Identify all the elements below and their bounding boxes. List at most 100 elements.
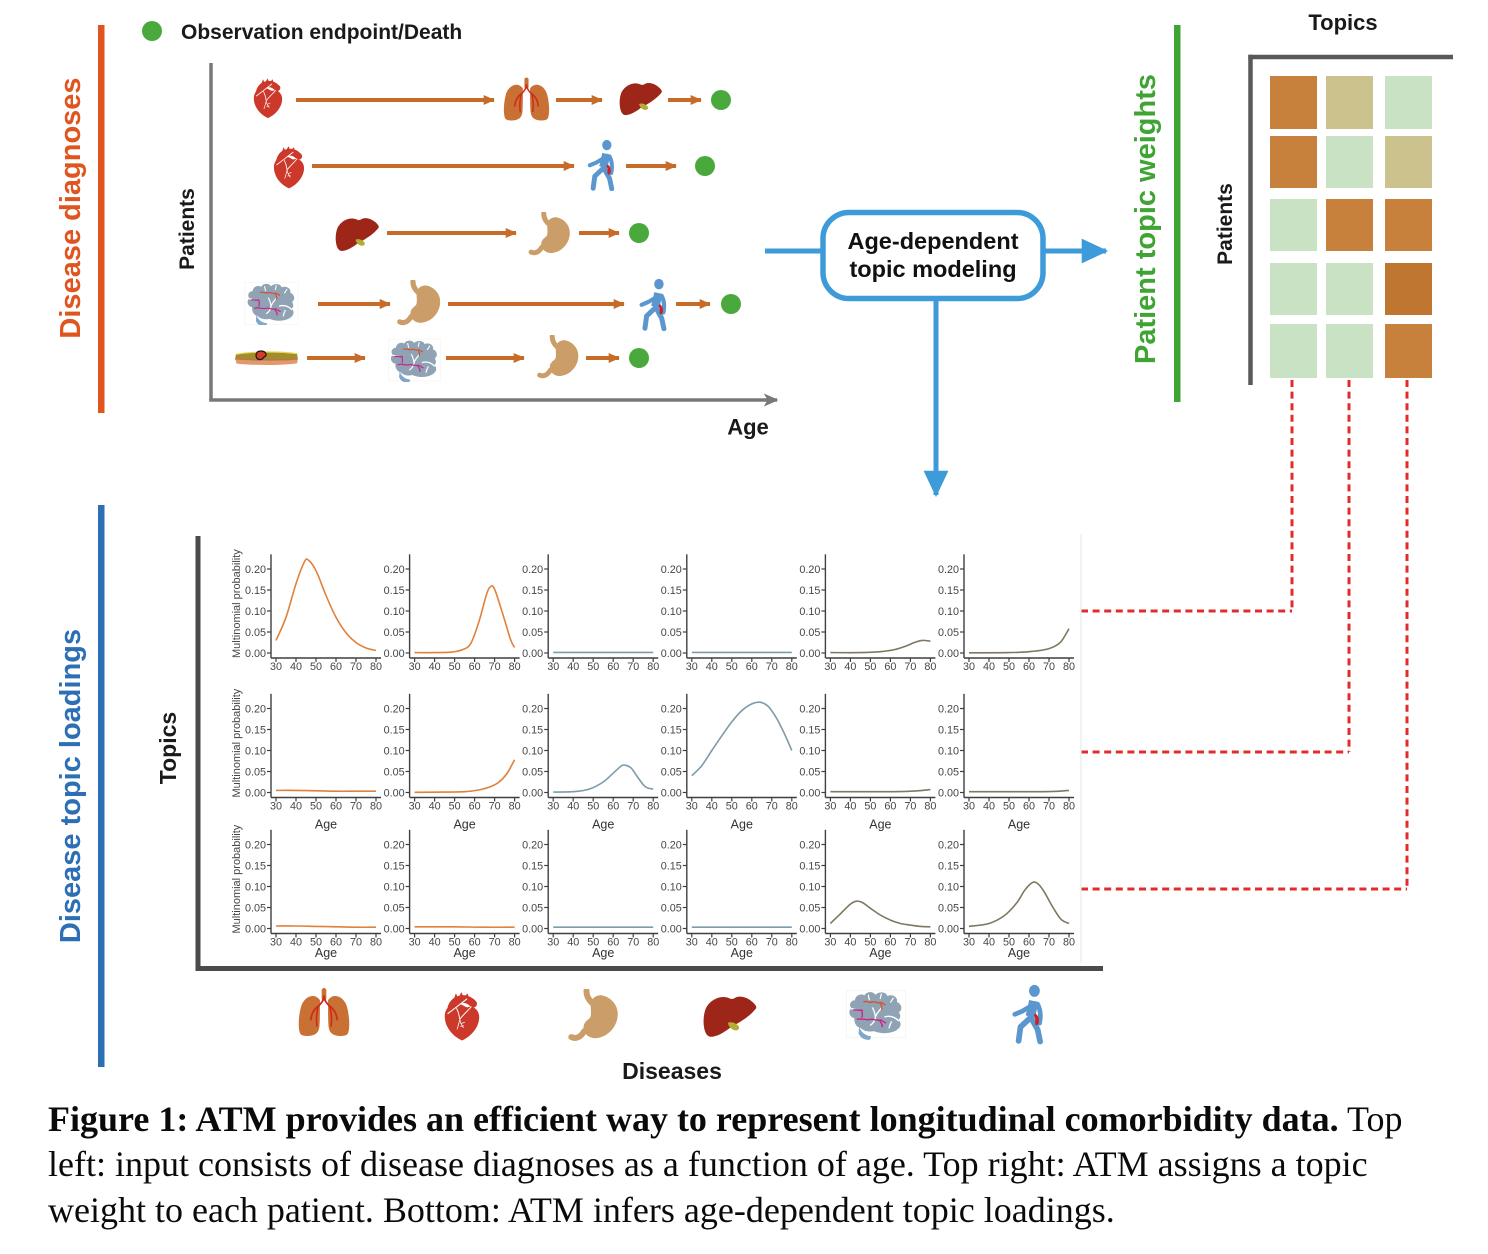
svg-text:0.15: 0.15	[938, 724, 959, 736]
svg-text:0.20: 0.20	[799, 703, 820, 715]
svg-text:60: 60	[746, 801, 758, 813]
svg-text:70: 70	[627, 937, 639, 949]
svg-text:0.15: 0.15	[522, 724, 543, 736]
svg-text:80: 80	[924, 661, 936, 673]
svg-text:30: 30	[686, 937, 698, 949]
svg-text:0.00: 0.00	[661, 787, 682, 799]
svg-text:40: 40	[844, 937, 856, 949]
svg-text:Age: Age	[869, 946, 891, 960]
svg-text:60: 60	[746, 937, 758, 949]
svg-text:0.00: 0.00	[384, 923, 405, 935]
svg-text:0.05: 0.05	[938, 627, 959, 639]
svg-text:70: 70	[904, 937, 916, 949]
svg-text:0.00: 0.00	[799, 787, 820, 799]
svg-text:0.20: 0.20	[938, 839, 959, 851]
svg-text:0.20: 0.20	[522, 703, 543, 715]
svg-text:60: 60	[330, 661, 342, 673]
svg-text:50: 50	[726, 661, 738, 673]
svg-text:0.20: 0.20	[384, 564, 405, 576]
svg-text:0.15: 0.15	[661, 860, 682, 872]
svg-text:80: 80	[786, 801, 798, 813]
svg-text:0.20: 0.20	[522, 839, 543, 851]
svg-text:Patient topic weights: Patient topic weights	[1130, 74, 1162, 364]
svg-text:0.15: 0.15	[384, 585, 405, 597]
svg-text:0.10: 0.10	[938, 881, 959, 893]
svg-text:0.10: 0.10	[799, 881, 820, 893]
svg-text:Multinomial probability: Multinomial probability	[231, 688, 243, 797]
svg-text:0.20: 0.20	[661, 703, 682, 715]
svg-text:80: 80	[924, 801, 936, 813]
svg-text:0.20: 0.20	[245, 839, 266, 851]
svg-text:50: 50	[310, 937, 322, 949]
svg-text:30: 30	[409, 801, 421, 813]
svg-text:60: 60	[1023, 801, 1035, 813]
svg-text:30: 30	[547, 801, 559, 813]
svg-text:40: 40	[706, 937, 718, 949]
svg-text:40: 40	[429, 661, 441, 673]
svg-text:Multinomial probability: Multinomial probability	[231, 549, 243, 658]
svg-text:Diseases: Diseases	[622, 1058, 722, 1084]
svg-text:40: 40	[706, 801, 718, 813]
svg-text:50: 50	[1003, 661, 1015, 673]
svg-text:Age: Age	[315, 946, 337, 960]
svg-text:60: 60	[469, 661, 481, 673]
svg-text:60: 60	[1023, 937, 1035, 949]
svg-text:0.00: 0.00	[384, 787, 405, 799]
svg-text:80: 80	[1063, 661, 1075, 673]
svg-text:40: 40	[844, 661, 856, 673]
svg-text:Age: Age	[592, 946, 614, 960]
svg-text:0.05: 0.05	[938, 766, 959, 778]
svg-text:0.00: 0.00	[245, 648, 266, 660]
svg-text:0.10: 0.10	[938, 745, 959, 757]
svg-text:30: 30	[963, 801, 975, 813]
svg-text:40: 40	[567, 937, 579, 949]
svg-text:80: 80	[370, 937, 382, 949]
svg-text:30: 30	[686, 801, 698, 813]
svg-text:0.00: 0.00	[384, 648, 405, 660]
svg-text:0.10: 0.10	[522, 745, 543, 757]
svg-text:0.05: 0.05	[245, 627, 266, 639]
svg-text:Age: Age	[731, 818, 753, 832]
svg-text:30: 30	[824, 661, 836, 673]
svg-text:0.05: 0.05	[799, 627, 820, 639]
svg-text:Topics: Topics	[1308, 10, 1377, 35]
svg-text:0.10: 0.10	[938, 606, 959, 618]
svg-text:Disease topic loadings: Disease topic loadings	[55, 629, 87, 943]
svg-text:70: 70	[350, 801, 362, 813]
svg-text:Age: Age	[1008, 946, 1030, 960]
svg-text:0.10: 0.10	[384, 606, 405, 618]
svg-text:70: 70	[904, 801, 916, 813]
svg-text:Age: Age	[731, 946, 753, 960]
svg-text:0.20: 0.20	[661, 839, 682, 851]
svg-text:60: 60	[469, 937, 481, 949]
svg-text:70: 70	[350, 937, 362, 949]
svg-text:0.05: 0.05	[384, 766, 405, 778]
svg-text:0.10: 0.10	[799, 745, 820, 757]
svg-text:70: 70	[766, 801, 778, 813]
svg-text:0.00: 0.00	[938, 787, 959, 799]
svg-text:70: 70	[350, 661, 362, 673]
svg-text:0.00: 0.00	[661, 648, 682, 660]
svg-text:50: 50	[864, 661, 876, 673]
svg-text:30: 30	[963, 661, 975, 673]
svg-text:40: 40	[290, 937, 302, 949]
svg-text:60: 60	[884, 937, 896, 949]
svg-text:0.15: 0.15	[799, 860, 820, 872]
svg-text:50: 50	[726, 937, 738, 949]
svg-text:40: 40	[844, 801, 856, 813]
svg-text:30: 30	[270, 661, 282, 673]
svg-text:80: 80	[647, 937, 659, 949]
svg-text:70: 70	[489, 801, 501, 813]
svg-text:0.10: 0.10	[384, 745, 405, 757]
svg-text:30: 30	[409, 661, 421, 673]
svg-text:70: 70	[904, 661, 916, 673]
svg-text:50: 50	[587, 661, 599, 673]
svg-text:70: 70	[1043, 661, 1055, 673]
svg-text:60: 60	[469, 801, 481, 813]
svg-text:0.00: 0.00	[661, 923, 682, 935]
svg-text:50: 50	[864, 801, 876, 813]
svg-text:70: 70	[766, 661, 778, 673]
svg-text:0.20: 0.20	[938, 703, 959, 715]
svg-text:60: 60	[607, 661, 619, 673]
svg-text:0.10: 0.10	[522, 606, 543, 618]
